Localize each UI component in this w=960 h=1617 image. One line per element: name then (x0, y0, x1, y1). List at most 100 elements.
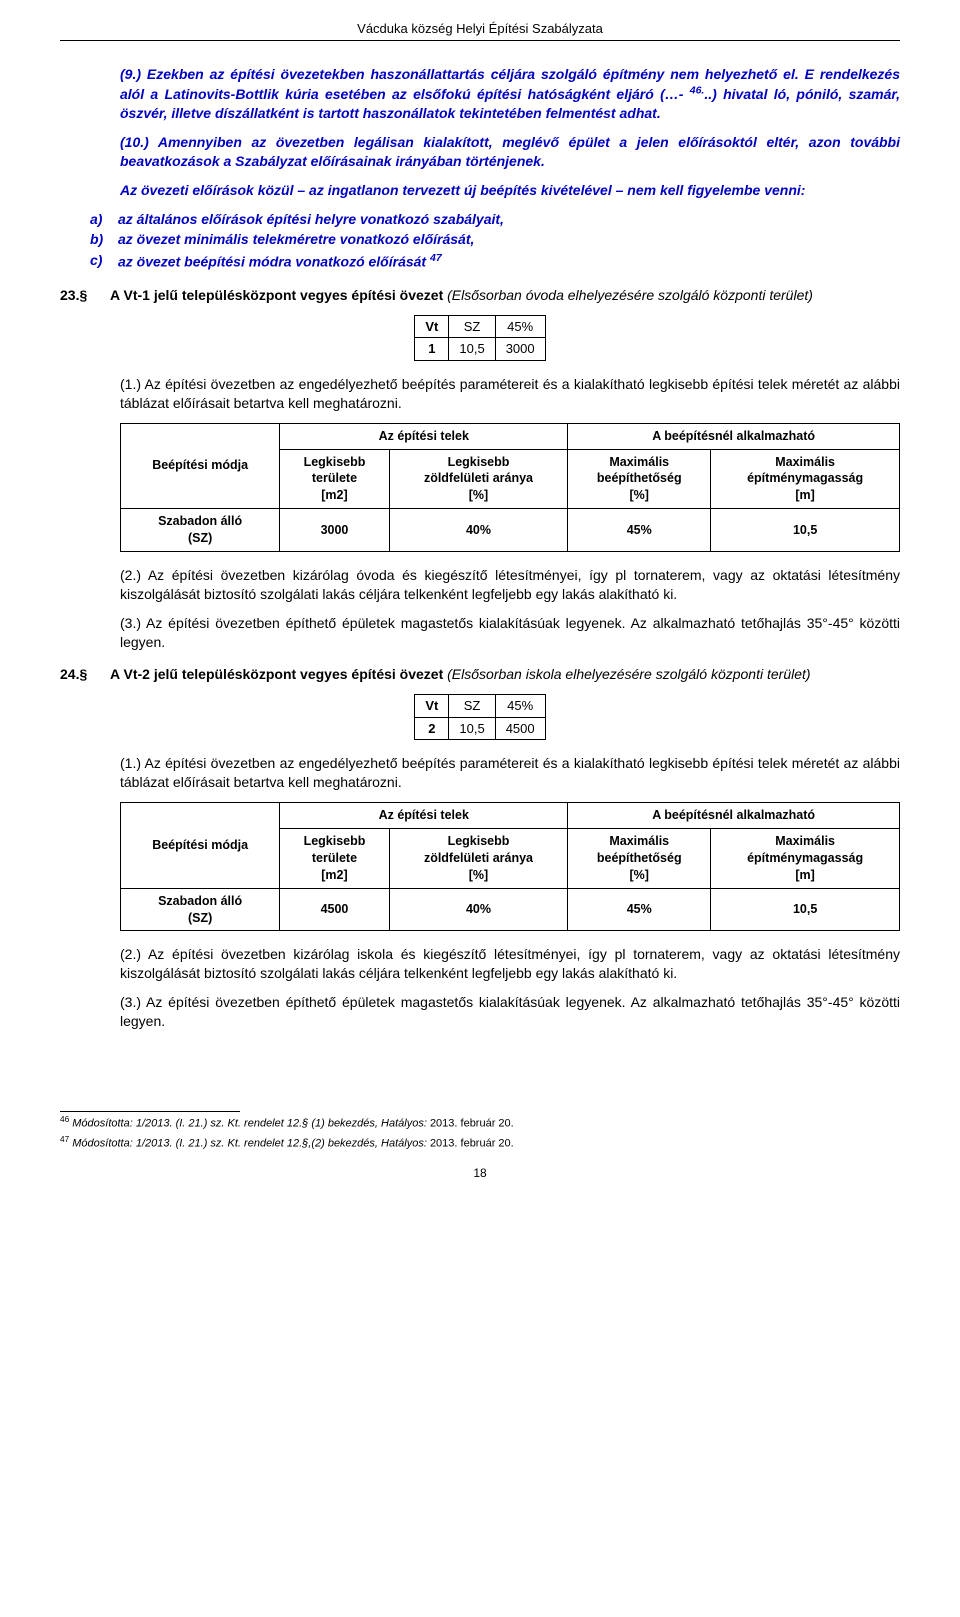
bt-c4c: [%] (630, 488, 649, 502)
list-marker-c: c) (90, 251, 118, 272)
bt2-c2a: Legkisebb (304, 834, 366, 848)
s24-p2: (2.) Az építési övezetben kizárólag isko… (120, 945, 900, 983)
p10-lead: (10.) (120, 134, 158, 150)
list-c-sup: 47 (430, 252, 442, 264)
bt-col4: Maximálisbeépíthetőség[%] (568, 449, 711, 509)
s23-st-r1c2: SZ (449, 315, 495, 338)
p10-body: Amennyiben az övezetben legálisan kialak… (120, 134, 900, 169)
bt-c5c: [m] (795, 488, 814, 502)
bt2-col1: Beépítési módja (121, 803, 280, 889)
s24-small-table: Vt SZ 45% 2 10,5 4500 (414, 694, 545, 740)
s23-row-c2: 3000 (280, 509, 389, 552)
list-c-text: az övezet beépítési módra vonatkozó előí… (118, 254, 430, 270)
s24-st-r2c3: 4500 (495, 717, 545, 740)
list-item-b: b) az övezet minimális telekméretre vona… (90, 230, 900, 249)
bt-c5b: építménymagasság (747, 471, 863, 485)
s24-row-c4: 45% (568, 888, 711, 931)
section-23-body: A Vt-1 jelű településközpont vegyes épít… (110, 286, 900, 305)
bt2-c4b: beépíthetőség (597, 851, 682, 865)
list-marker-b: b) (90, 230, 118, 249)
s23-small-table: Vt SZ 45% 1 10,5 3000 (414, 315, 545, 361)
bt2-group2: A beépítésnél alkalmazható (568, 803, 900, 829)
bt-c4b: beépíthetőség (597, 471, 682, 485)
s24-r-c1a: Szabadon álló (158, 894, 242, 908)
bt-c3b: zöldfelületi aránya (424, 471, 533, 485)
fn46-plain: 2013. február 20. (430, 1118, 514, 1130)
bt2-col3: Legkisebb zöldfelületi aránya [%] (389, 829, 568, 889)
list-content-b: az övezet minimális telekméretre vonatko… (118, 230, 900, 249)
s24-p3: (3.) Az építési övezetben építhető épüle… (120, 993, 900, 1031)
s24-row-c3: 40% (389, 888, 568, 931)
s23-row-c5: 10,5 (711, 509, 900, 552)
bt-col2: Legkisebbterülete[m2] (280, 449, 389, 509)
s23-r-c1a: Szabadon álló (158, 514, 242, 528)
bt-col1: Beépítési módja (121, 423, 280, 509)
s24-p1: (1.) Az építési övezetben az engedélyezh… (120, 754, 900, 792)
bt2-c3c: [%] (469, 868, 488, 882)
bt-c3c: [%] (469, 488, 488, 502)
section-24-body: A Vt-2 jelű településközpont vegyes épít… (110, 665, 900, 684)
s24-row-c2: 4500 (280, 888, 389, 931)
fn47-plain: 2013. február 20. (430, 1137, 514, 1149)
section-24-num: 24.§ (60, 665, 110, 684)
s23-st-r2c3: 3000 (495, 338, 545, 361)
s23-st-r1c1: Vt (415, 315, 449, 338)
section-24: 24.§ A Vt-2 jelű településközpont vegyes… (60, 665, 900, 684)
bt2-c5a: Maximális (775, 834, 835, 848)
s23-row-c4: 45% (568, 509, 711, 552)
bt-col5: Maximálisépítménymagasság[m] (711, 449, 900, 509)
page-header: Vácduka község Helyi Építési Szabályzata (60, 20, 900, 41)
bt2-col4: Maximális beépíthetőség [%] (568, 829, 711, 889)
bt2-c2c: [m2] (321, 868, 347, 882)
s24-st-r2c2: 10,5 (449, 717, 495, 740)
list-content-c: az övezet beépítési módra vonatkozó előí… (118, 251, 900, 272)
s23-row-c3: 40% (389, 509, 568, 552)
s24-st-r1c3: 45% (495, 695, 545, 718)
s24-r-c1b: (SZ) (188, 911, 212, 925)
list-item-a: a) az általános előírások építési helyre… (90, 210, 900, 229)
s23-st-r1c3: 45% (495, 315, 545, 338)
s23-p1: (1.) Az építési övezetben az engedélyezh… (120, 375, 900, 413)
bt2-c3b: zöldfelületi aránya (424, 851, 533, 865)
s23-title-italic: (Elsősorban óvoda elhelyezésére szolgáló… (447, 287, 813, 303)
s24-title-bold: A Vt-2 jelű településközpont vegyes épít… (110, 666, 447, 682)
s24-title-italic: (Elsősorban iskola elhelyezésére szolgál… (447, 666, 810, 682)
p9-lead: (9.) (120, 66, 147, 82)
bt2-c4a: Maximális (609, 834, 669, 848)
bt-group2: A beépítésnél alkalmazható (568, 423, 900, 449)
bt-c2a: Legkisebb (304, 455, 366, 469)
list-abc: a) az általános előírások építési helyre… (90, 210, 900, 272)
list-marker-a: a) (90, 210, 118, 229)
p9-sup: 46. (690, 84, 705, 96)
bt2-c4c: [%] (630, 868, 649, 882)
s23-row-c1: Szabadon álló (SZ) (121, 509, 280, 552)
s24-row-c5: 10,5 (711, 888, 900, 931)
bt2-group1: Az építési telek (280, 803, 568, 829)
s23-st-r2c1: 1 (415, 338, 449, 361)
paragraph-10: (10.) Amennyiben az övezetben legálisan … (120, 133, 900, 171)
list-content-a: az általános előírások építési helyre vo… (118, 210, 900, 229)
bt-group1: Az építési telek (280, 423, 568, 449)
paragraph-10-after: Az övezeti előírások közül – az ingatlan… (120, 181, 900, 200)
s23-big-table: Beépítési módja Az építési telek A beépí… (120, 423, 900, 552)
s24-st-r1c1: Vt (415, 695, 449, 718)
section-23: 23.§ A Vt-1 jelű településközpont vegyes… (60, 286, 900, 305)
s24-st-r1c2: SZ (449, 695, 495, 718)
list-item-c: c) az övezet beépítési módra vonatkozó e… (90, 251, 900, 272)
paragraph-9: (9.) Ezekben az építési övezetekben hasz… (120, 65, 900, 123)
fn47-italic: Módosította: 1/2013. (I. 21.) sz. Kt. re… (69, 1137, 430, 1149)
section-23-num: 23.§ (60, 286, 110, 305)
bt2-col2: Legkisebbterülete[m2] (280, 829, 389, 889)
footnote-47: 47 Módosította: 1/2013. (I. 21.) sz. Kt.… (60, 1134, 900, 1152)
s23-r-c1b: (SZ) (188, 531, 212, 545)
fn46-italic: Módosította: 1/2013. (I. 21.) sz. Kt. re… (69, 1118, 430, 1130)
footnote-separator (60, 1111, 240, 1112)
page-number: 18 (60, 1165, 900, 1181)
s23-st-r2c2: 10,5 (449, 338, 495, 361)
bt-col3: Legkisebbzöldfelületi aránya[%] (389, 449, 568, 509)
s24-st-r2c1: 2 (415, 717, 449, 740)
s24-row-c1: Szabadon álló (SZ) (121, 888, 280, 931)
s23-p2: (2.) Az építési övezetben kizárólag óvod… (120, 566, 900, 604)
bt-c2b: területe (312, 471, 357, 485)
bt2-c3a: Legkisebb (448, 834, 510, 848)
